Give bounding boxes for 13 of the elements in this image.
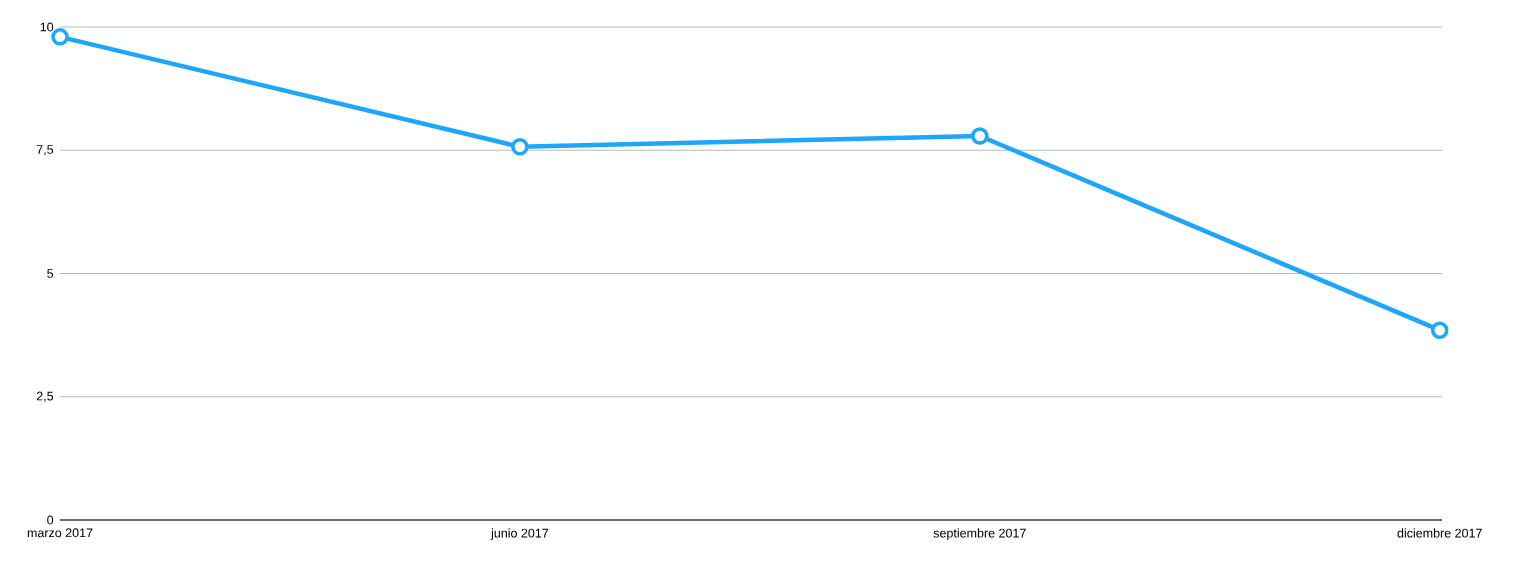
point [971, 127, 989, 145]
y-tick-label: 5 [47, 269, 54, 278]
x-tick-label: marzo 2017 [27, 528, 93, 538]
y-tick-label: 2,5 [36, 391, 54, 402]
point [511, 138, 529, 156]
x-tick-label: diciembre 2017 [1397, 528, 1482, 538]
point [51, 28, 69, 46]
x-tick-label: septiembre 2017 [933, 528, 1026, 541]
y-tick-label: 7,5 [36, 145, 54, 156]
y-tick-label: 10 [40, 22, 54, 32]
point [1430, 321, 1449, 339]
x-tick-label: junio 2017 [490, 528, 549, 541]
y-tick-label: 0 [47, 515, 54, 525]
